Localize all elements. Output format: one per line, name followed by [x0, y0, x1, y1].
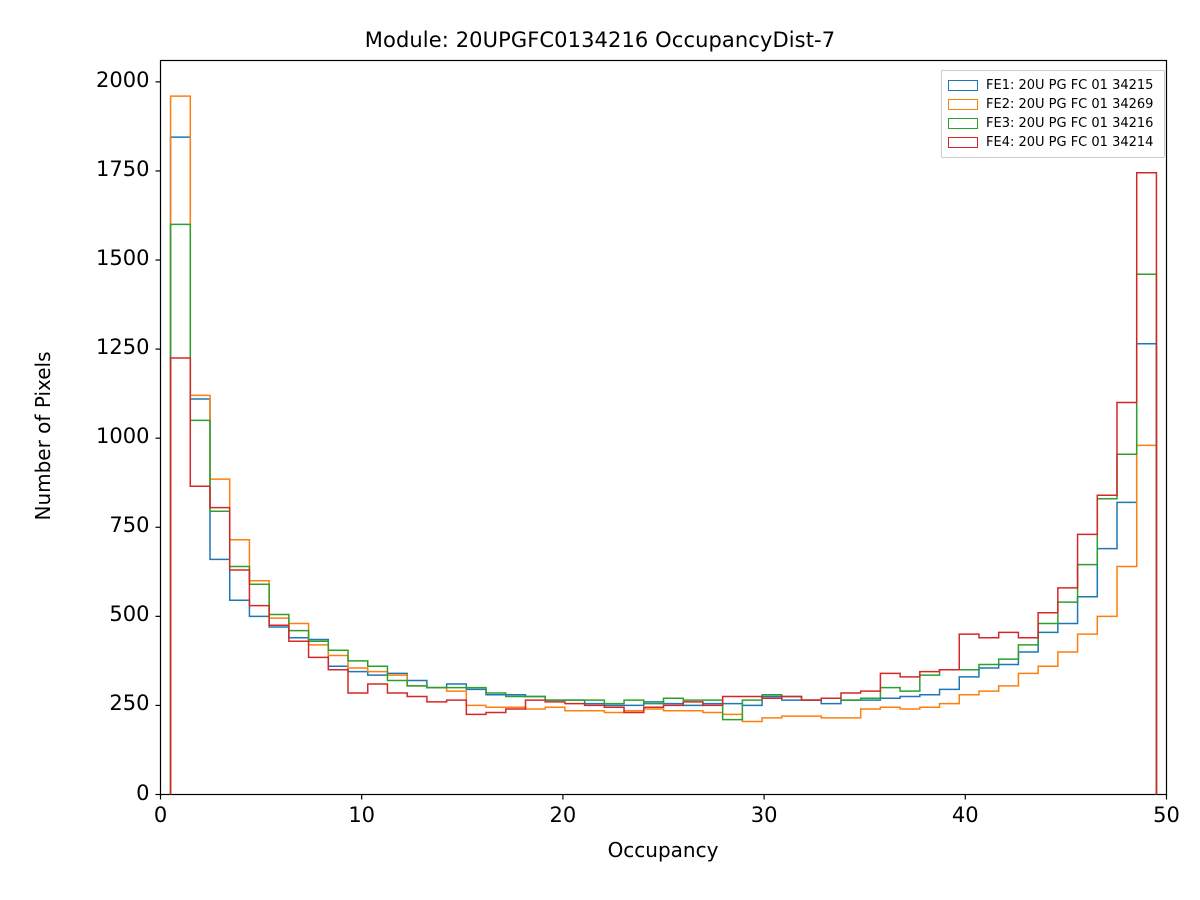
x-axis-label: Occupancy	[607, 838, 719, 862]
x-tick-label: 10	[348, 802, 376, 827]
legend-item-label: FE1: 20U PG FC 01 34215	[986, 78, 1154, 93]
y-axis-ticks	[155, 81, 161, 796]
y-tick-label: 2000	[96, 67, 150, 92]
y-tick-label: 1750	[96, 156, 150, 181]
axes-spines	[159, 59, 1168, 796]
legend-item[interactable]: FE1: 20U PG FC 01 34215	[948, 76, 1158, 95]
series-line-2	[169, 95, 1158, 795]
x-tick-label: 30	[750, 802, 778, 827]
legend-swatch-icon	[948, 99, 978, 110]
x-axis-ticks	[159, 794, 1168, 800]
legend-swatch-icon	[948, 80, 978, 91]
y-tick-label: 1000	[96, 424, 150, 449]
legend-item-label: FE4: 20U PG FC 01 34214	[986, 135, 1154, 150]
x-tick-label: 50	[1153, 802, 1180, 827]
series-line-4	[169, 171, 1158, 795]
legend-item-label: FE3: 20U PG FC 01 34216	[986, 116, 1154, 131]
y-tick-label: 0	[136, 780, 150, 805]
y-tick-label: 250	[109, 691, 150, 716]
y-tick-label: 750	[109, 513, 150, 538]
y-tick-label: 1250	[96, 335, 150, 360]
series-line-1	[169, 136, 1158, 795]
series-line-3	[169, 223, 1158, 795]
legend-item[interactable]: FE3: 20U PG FC 01 34216	[948, 114, 1158, 133]
legend[interactable]: FE1: 20U PG FC 01 34215 FE2: 20U PG FC 01…	[941, 70, 1165, 158]
x-tick-label: 20	[549, 802, 577, 827]
y-tick-label: 1500	[96, 246, 150, 271]
legend-item[interactable]: FE2: 20U PG FC 01 34269	[948, 95, 1158, 114]
x-tick-label: 40	[951, 802, 979, 827]
x-tick-label: 0	[153, 802, 168, 827]
data-series-group	[169, 95, 1158, 795]
legend-item[interactable]: FE4: 20U PG FC 01 34214	[948, 133, 1158, 152]
page-title: Module: 20UPGFC0134216 OccupancyDist-7	[364, 28, 836, 52]
legend-swatch-icon	[948, 137, 978, 148]
y-tick-label: 500	[109, 602, 150, 627]
legend-item-label: FE2: 20U PG FC 01 34269	[986, 97, 1154, 112]
legend-swatch-icon	[948, 118, 978, 129]
